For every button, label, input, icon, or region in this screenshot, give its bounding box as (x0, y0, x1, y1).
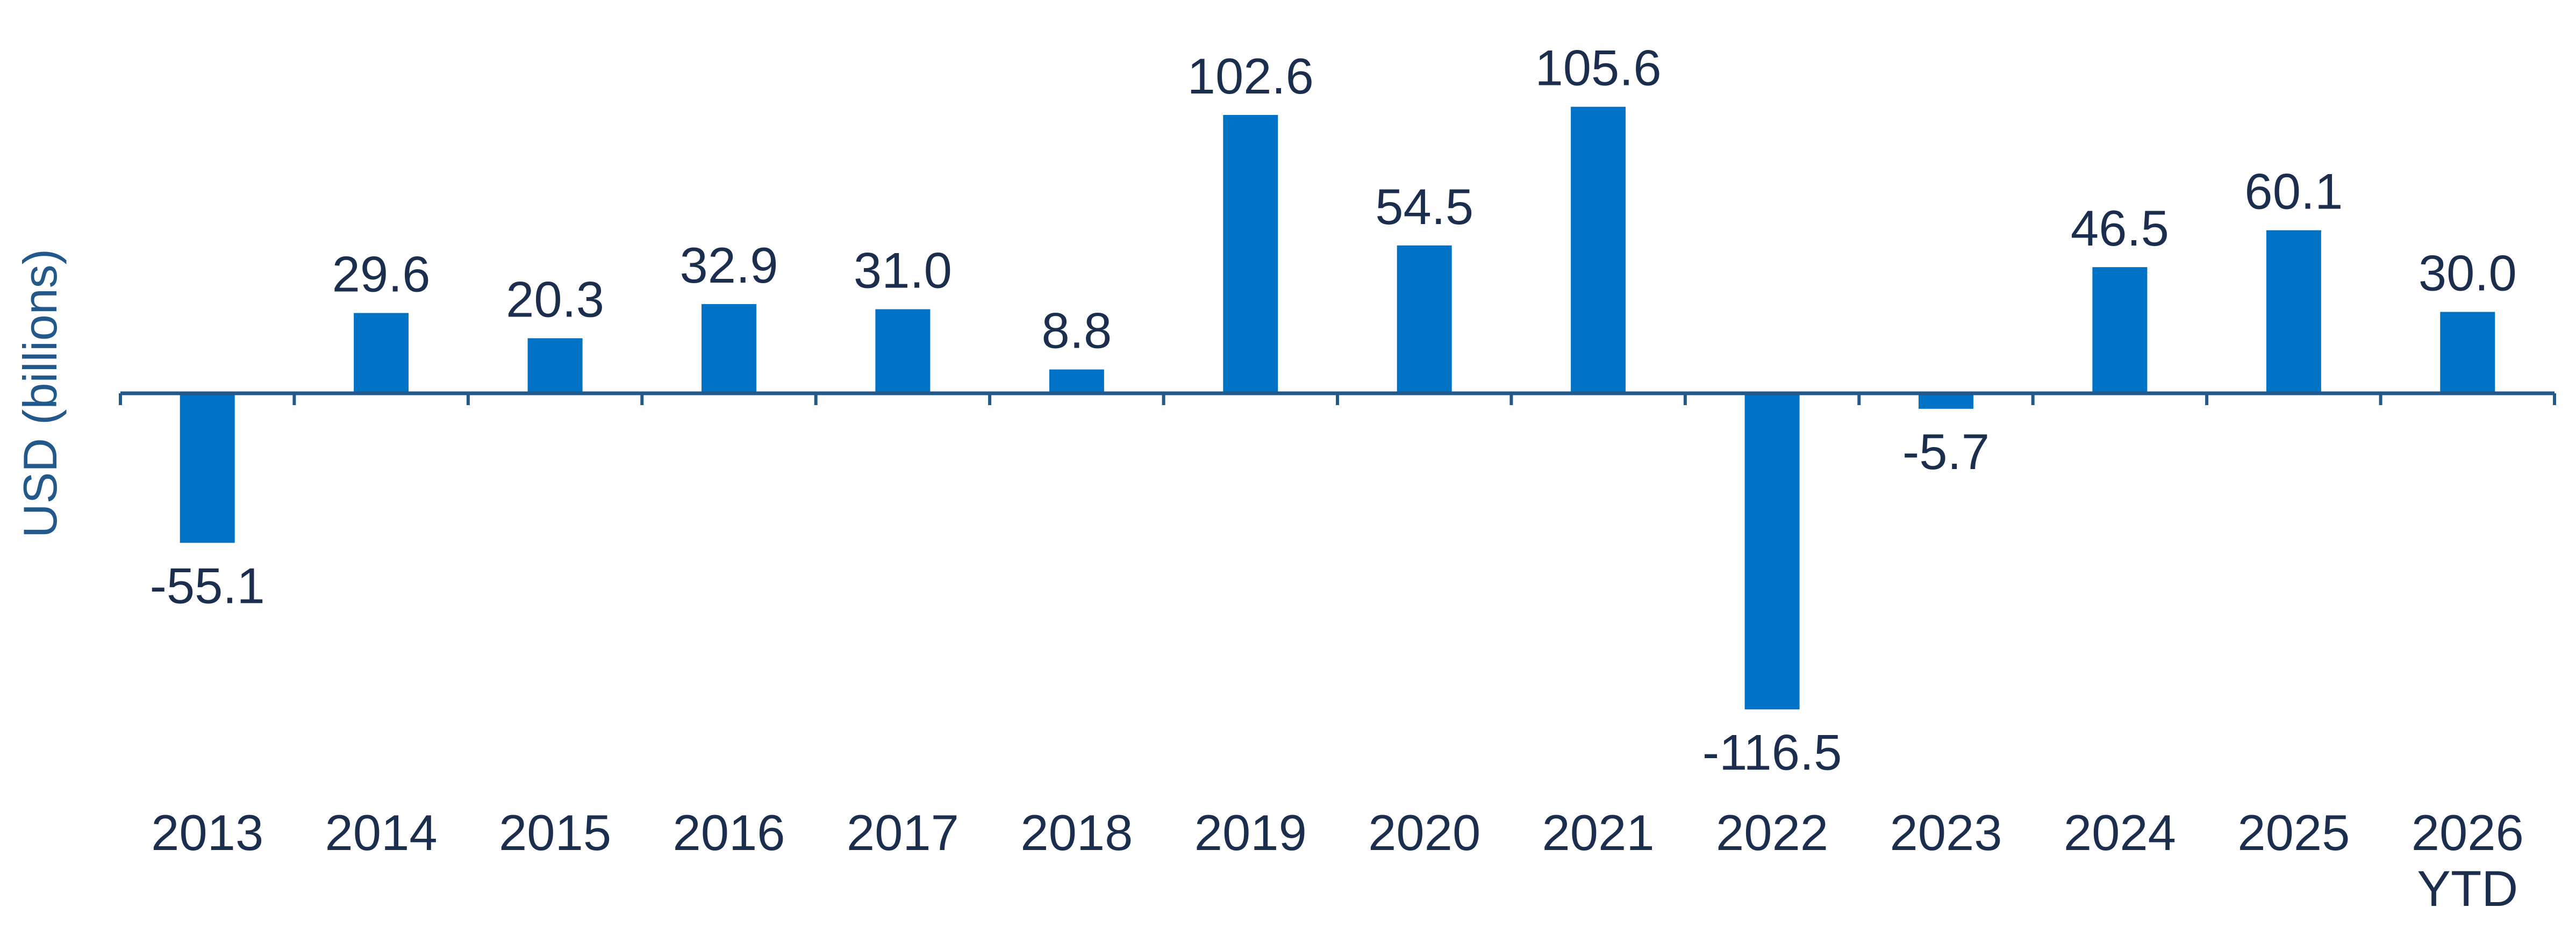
value-label: 8.8 (1042, 303, 1112, 359)
x-tick-label: 2016 (672, 804, 785, 861)
bar-2026-ytd (2440, 312, 2495, 393)
x-tick-label: 2022 (1716, 804, 1828, 861)
value-label: -5.7 (1902, 423, 1990, 480)
bar-2018 (1049, 369, 1104, 393)
value-label: 54.5 (1375, 178, 1473, 235)
x-tick-label-line: 2022 (1716, 804, 1828, 861)
x-tick-label-line: 2017 (847, 804, 959, 861)
x-axis-ticks (119, 393, 2556, 405)
value-label: 32.9 (680, 237, 778, 293)
bar-2024 (2092, 267, 2148, 393)
value-label: 60.1 (2244, 163, 2343, 220)
x-tick-label-line: 2026 (2412, 804, 2524, 861)
x-tick-label-line: 2023 (1890, 804, 2002, 861)
x-tick-label: 2026 YTD (2412, 804, 2524, 917)
value-label: 29.6 (332, 246, 431, 303)
x-tick-label-line: 2016 (672, 804, 785, 861)
bar-2019 (1223, 114, 1278, 393)
value-label: 20.3 (506, 271, 604, 328)
value-label: -116.5 (1702, 724, 1842, 780)
x-tick-label: 2015 (499, 804, 611, 861)
x-tick-label-line: 2019 (1194, 804, 1307, 861)
x-tick-label: 2017 (847, 804, 959, 861)
x-tick-label-line: 2018 (1020, 804, 1133, 861)
bar-2017 (875, 309, 931, 393)
value-label: 31.0 (854, 242, 952, 299)
bar-2016 (702, 304, 756, 393)
x-tick-label-line: 2013 (151, 804, 263, 861)
x-tick-label: 2018 (1020, 804, 1133, 861)
x-tick-label: 2019 (1194, 804, 1307, 861)
bar-2020 (1397, 245, 1452, 393)
bar-2023 (1919, 393, 1973, 409)
bar-2021 (1571, 106, 1626, 393)
value-label: 105.6 (1535, 40, 1661, 96)
y-axis-label: USD (billions) (13, 249, 67, 538)
x-tick-label-line: 2025 (2237, 804, 2350, 861)
bar-2013 (180, 393, 235, 543)
x-tick-label-line: 2014 (325, 804, 438, 861)
bar-2025 (2266, 230, 2321, 393)
value-label: 30.0 (2418, 245, 2517, 301)
value-label: 102.6 (1187, 48, 1314, 104)
bar-group (180, 106, 2495, 710)
x-tick-label: 2013 (151, 804, 263, 861)
value-label: -55.1 (150, 557, 265, 614)
x-tick-label: 2023 (1890, 804, 2002, 861)
bar-2015 (527, 338, 583, 393)
x-tick-label: 2020 (1368, 804, 1480, 861)
bar-2014 (354, 313, 409, 393)
x-tick-label-line: 2020 (1368, 804, 1480, 861)
x-tick-label-line: 2015 (499, 804, 611, 861)
x-tick-label: 2024 (2064, 804, 2176, 861)
bar-2022 (1744, 393, 1800, 710)
x-tick-label: 2021 (1542, 804, 1655, 861)
x-tick-label: 2025 (2237, 804, 2350, 861)
value-label-group: -55.1 29.6 20.3 32.9 31.0 8.8 102.6 54.5 105.6 -1… (150, 40, 2517, 781)
x-tick-label-line: YTD (2417, 860, 2518, 917)
x-tick-label-line: 2021 (1542, 804, 1655, 861)
value-label: 46.5 (2071, 200, 2169, 256)
x-tick-label: 2014 (325, 804, 438, 861)
x-tick-label-line: 2024 (2064, 804, 2176, 861)
x-tick-label-group: 2013 2014 2015 2016 2017 2018 2019 2020 2021 2022… (151, 804, 2524, 917)
